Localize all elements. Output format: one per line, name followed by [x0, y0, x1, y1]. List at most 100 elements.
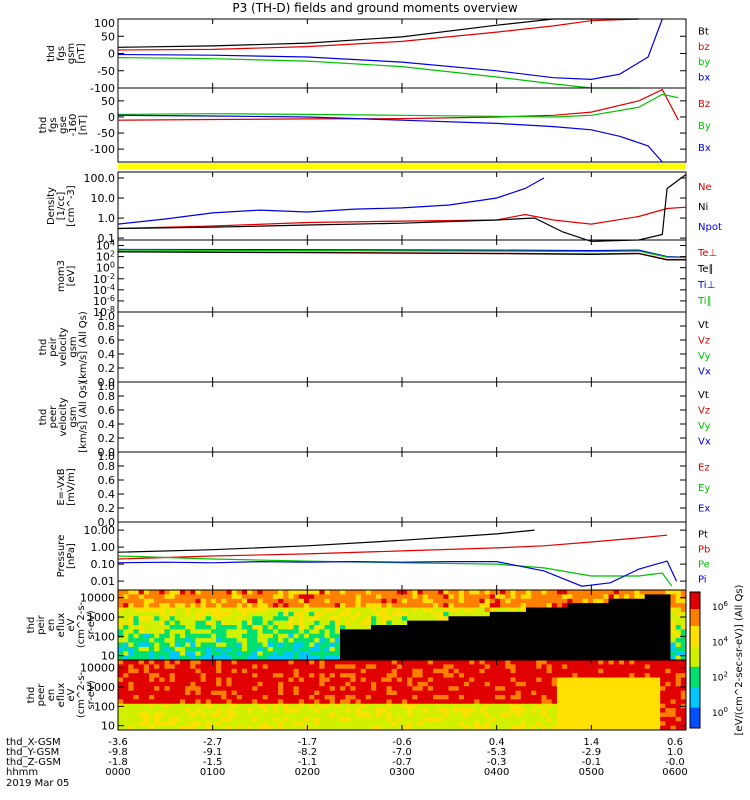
- heatmap-cell: [655, 629, 661, 635]
- heatmap-cell: [598, 642, 604, 648]
- heatmap-cell: [210, 703, 217, 709]
- heatmap-cell: [174, 629, 181, 635]
- heatmap-cell: [608, 664, 615, 670]
- heatmap-cell: [314, 633, 320, 639]
- heatmap-cell: [288, 655, 295, 661]
- heatmap-cell: [123, 598, 129, 604]
- heatmap-cell: [376, 607, 382, 613]
- heatmap-cell: [458, 708, 465, 713]
- heatmap-cell: [169, 721, 176, 727]
- heatmap-cell: [562, 673, 568, 678]
- heatmap-cell: [293, 664, 300, 670]
- heatmap-cell: [262, 611, 269, 617]
- y-tick-label: 0.4: [98, 348, 116, 361]
- heatmap-cell: [371, 655, 377, 661]
- heatmap-cell: [510, 598, 517, 604]
- heatmap-cell: [262, 642, 269, 648]
- heatmap-cell: [655, 616, 661, 622]
- heatmap-cell: [355, 646, 362, 652]
- heatmap-cell: [200, 633, 207, 639]
- heatmap-cell: [190, 660, 196, 665]
- heatmap-cell: [164, 725, 171, 731]
- y-axis-label: mom3: [56, 260, 67, 292]
- heatmap-cell: [505, 668, 511, 674]
- heatmap-cell: [680, 625, 687, 630]
- heatmap-cell: [118, 699, 124, 705]
- heatmap-cell: [319, 725, 326, 731]
- heatmap-cell: [582, 721, 589, 727]
- heatmap-cell: [448, 607, 455, 613]
- heatmap-cell: [345, 638, 351, 643]
- heatmap-cell: [148, 712, 155, 718]
- heatmap-cell: [593, 651, 599, 657]
- heatmap-cell: [670, 708, 677, 713]
- heatmap-cell: [603, 625, 610, 630]
- heatmap-cell: [350, 629, 357, 635]
- heatmap-cell: [272, 664, 279, 670]
- heatmap-cell: [309, 712, 315, 718]
- heatmap-cell: [541, 642, 548, 648]
- heatmap-cell: [562, 716, 568, 722]
- heatmap-cell: [216, 611, 222, 617]
- heatmap-cell: [133, 594, 140, 600]
- heatmap-cell: [479, 655, 486, 661]
- heatmap-cell: [365, 607, 372, 613]
- heatmap-cell: [133, 681, 140, 687]
- heatmap-cell: [185, 611, 191, 617]
- legend-entry: Ez: [698, 462, 710, 473]
- heatmap-cell: [479, 716, 486, 722]
- heatmap-cell: [634, 629, 641, 635]
- heatmap-cell: [624, 633, 630, 639]
- heatmap-cell: [582, 668, 589, 674]
- y-axis-label: gse: [58, 116, 69, 134]
- heatmap-cell: [546, 660, 553, 665]
- heatmap-cell: [644, 625, 651, 630]
- heatmap-cell: [660, 699, 666, 705]
- heatmap-cell: [510, 712, 517, 718]
- heatmap-cell: [665, 625, 672, 630]
- heatmap-cell: [231, 625, 238, 630]
- heatmap-cell: [613, 677, 620, 683]
- y-axis-label: [1/cc]: [56, 192, 67, 221]
- heatmap-cell: [494, 642, 501, 648]
- heatmap-cell: [469, 594, 475, 600]
- heatmap-cell: [603, 712, 610, 718]
- heatmap-cell: [314, 651, 320, 657]
- y-tick-label: -100: [90, 82, 115, 95]
- heatmap-cell: [525, 616, 532, 622]
- heatmap-cell: [618, 695, 625, 700]
- heatmap-cell: [252, 695, 258, 700]
- heatmap-cell: [334, 668, 341, 674]
- heatmap-cell: [665, 677, 672, 683]
- heatmap-cell: [231, 708, 238, 713]
- heatmap-cell: [164, 625, 171, 630]
- heatmap-cell: [267, 664, 274, 670]
- heatmap-cell: [432, 646, 439, 652]
- heatmap-cell: [128, 603, 134, 608]
- heatmap-cell: [350, 712, 357, 718]
- heatmap-cell: [443, 616, 449, 622]
- heatmap-cell: [407, 590, 413, 595]
- heatmap-cell: [546, 603, 553, 608]
- heatmap-cell: [494, 664, 501, 670]
- heatmap-cell: [525, 712, 532, 718]
- heatmap-cell: [314, 686, 320, 692]
- heatmap-cell: [190, 642, 196, 648]
- heatmap-cell: [303, 677, 310, 683]
- heatmap-cell: [639, 633, 646, 639]
- heatmap-cell: [340, 625, 346, 630]
- heatmap-cell: [231, 695, 238, 700]
- heatmap-cell: [644, 712, 651, 718]
- heatmap-cell: [536, 633, 542, 639]
- heatmap-cell: [169, 607, 176, 613]
- heatmap-cell: [655, 686, 661, 692]
- heatmap-cell: [536, 642, 542, 648]
- heatmap-cell: [634, 594, 641, 600]
- heatmap-cell: [298, 699, 305, 705]
- heatmap-cell: [427, 690, 434, 696]
- heatmap-cell: [133, 642, 140, 648]
- heatmap-cell: [484, 690, 491, 696]
- heatmap-cell: [267, 681, 274, 687]
- heatmap-cell: [391, 660, 398, 665]
- heatmap-cell: [402, 703, 408, 709]
